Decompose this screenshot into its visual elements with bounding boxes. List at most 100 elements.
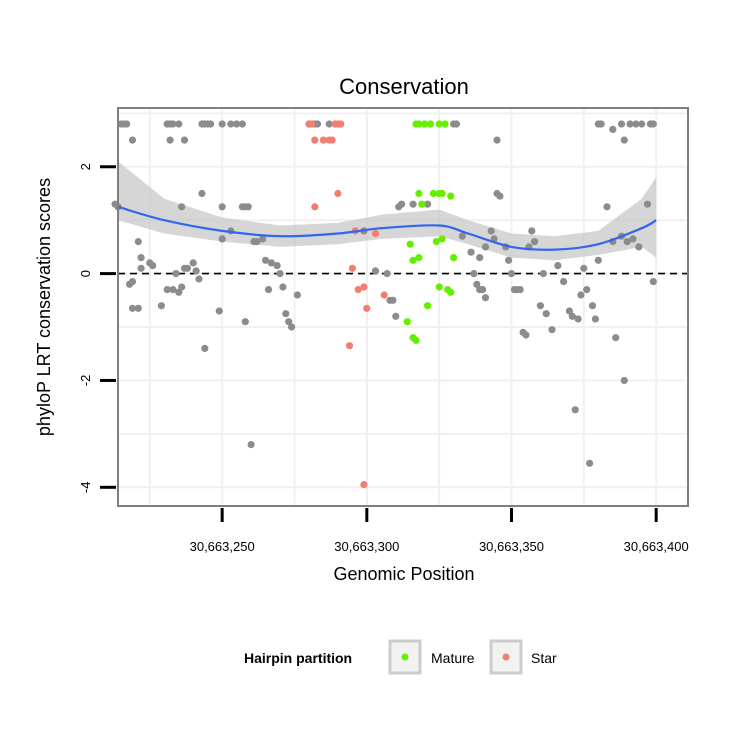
data-point-other [218, 120, 226, 128]
data-point-star [360, 481, 368, 489]
data-point-other [273, 262, 281, 270]
data-point-other [389, 296, 397, 304]
chart-title: Conservation [339, 74, 469, 99]
data-point-other [149, 262, 157, 270]
data-point-other [371, 267, 380, 275]
data-point-other [516, 286, 524, 294]
data-point-other [424, 200, 432, 208]
data-point-other [481, 294, 490, 302]
data-point-other [649, 278, 657, 286]
data-point-other [244, 203, 252, 211]
data-point-mature [429, 189, 437, 198]
smooth-trend-line [117, 205, 657, 251]
data-point-other [241, 318, 249, 326]
data-point-other [233, 120, 241, 128]
data-point-other [180, 136, 189, 144]
data-point-other [163, 286, 171, 294]
data-point-other [542, 310, 550, 318]
y-axis-label: phyloP LRT conservation scores [34, 178, 54, 436]
data-point-mature [438, 189, 446, 198]
x-tick-label: 30,663,300 [334, 539, 399, 554]
legend-title: Hairpin partition [244, 650, 352, 666]
data-point-other [467, 248, 475, 256]
data-point-other [531, 238, 539, 246]
data-point-mature [409, 256, 417, 264]
data-point-other [218, 235, 226, 243]
plot-panel [111, 107, 689, 507]
y-tick-label: -2 [78, 375, 93, 387]
data-point-other [279, 283, 287, 291]
data-point-other [288, 323, 296, 331]
data-point-other [603, 203, 611, 211]
data-point-other [259, 235, 267, 243]
data-point-other [169, 286, 177, 294]
data-point-other [137, 264, 145, 272]
data-point-other [198, 189, 206, 198]
data-point-mature [432, 238, 440, 246]
data-point-other [487, 227, 495, 235]
data-point-other [201, 344, 209, 352]
data-point-other [539, 270, 547, 278]
data-point-star [354, 286, 362, 294]
data-point-other [247, 441, 255, 449]
data-point-star [319, 136, 327, 144]
data-point-other [632, 120, 640, 128]
data-point-other [583, 286, 591, 294]
data-point-mature [435, 283, 443, 291]
data-point-other [282, 310, 290, 318]
data-point-other [617, 120, 626, 128]
x-tick-label: 30,663,350 [479, 539, 544, 554]
data-point-other [586, 459, 594, 467]
data-point-other [597, 120, 605, 128]
data-point-other [207, 120, 215, 128]
data-point-star [337, 120, 345, 128]
data-point-other [183, 264, 191, 272]
data-point-star [311, 136, 319, 144]
data-point-other [565, 307, 574, 315]
data-point-other [218, 203, 226, 211]
data-point-other [178, 283, 186, 291]
data-point-mature [435, 120, 443, 128]
data-point-other [178, 203, 186, 211]
data-point-other [591, 315, 600, 323]
data-point-mature [418, 200, 426, 208]
data-point-other [536, 302, 545, 310]
data-point-other [452, 120, 461, 128]
data-point-other [157, 302, 165, 310]
data-point-other [470, 270, 478, 278]
data-point-other [134, 238, 142, 246]
data-point-other [481, 243, 490, 251]
data-point-other [409, 200, 417, 208]
data-point-other [507, 270, 516, 278]
data-point-other [554, 262, 562, 270]
data-point-other [577, 291, 585, 299]
confidence-band [118, 161, 657, 261]
data-point-other [649, 120, 657, 128]
data-point-star [308, 120, 316, 128]
data-point-other [638, 120, 646, 128]
data-point-other [383, 270, 391, 278]
data-point-other [458, 232, 466, 240]
data-point-mature [406, 240, 414, 248]
data-point-mature [424, 302, 432, 310]
x-tick-label: 30,663,400 [624, 539, 689, 554]
data-point-other [189, 259, 197, 267]
y-axis: 2 0 -2 -4 [78, 163, 116, 493]
data-point-star [311, 203, 319, 211]
data-point-other [505, 256, 513, 264]
data-point-mature [412, 336, 420, 344]
legend-item-mature: Mature [388, 639, 475, 675]
data-point-other [522, 331, 530, 339]
data-point-other [175, 120, 183, 128]
data-point-mature [447, 288, 455, 296]
data-point-other [496, 192, 504, 200]
data-point-mature [447, 192, 455, 200]
data-point-other [314, 120, 322, 128]
data-point-other [293, 291, 301, 299]
data-point-other [643, 200, 652, 208]
data-point-other [325, 120, 333, 128]
data-point-mature [421, 120, 429, 128]
data-point-other [568, 312, 576, 320]
y-tick-label: 2 [78, 163, 93, 170]
data-point-other [137, 254, 145, 262]
